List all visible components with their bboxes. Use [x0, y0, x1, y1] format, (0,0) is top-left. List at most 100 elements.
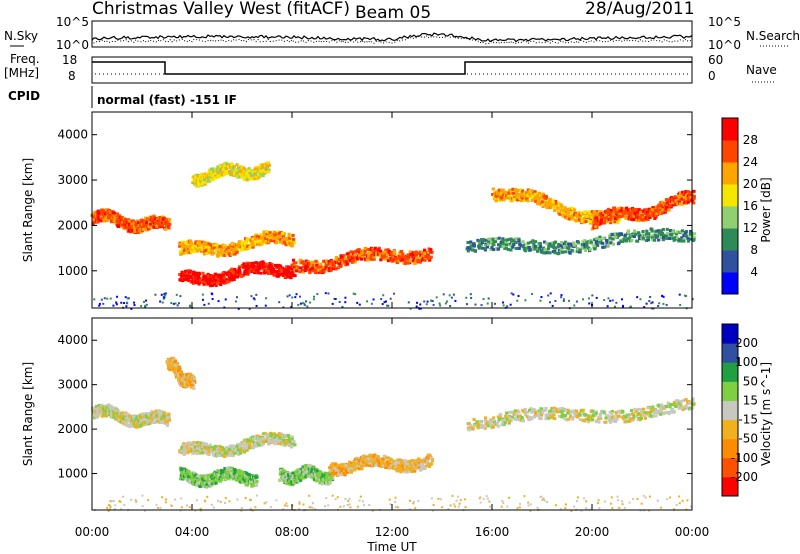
echo-cell	[149, 222, 153, 226]
echo-cell	[332, 265, 336, 269]
echo-cell	[264, 270, 268, 274]
echo-cell	[289, 445, 294, 449]
echo-cell	[95, 405, 99, 409]
echo-cell	[278, 238, 282, 242]
echo-cell	[209, 171, 214, 175]
echo-cell	[242, 446, 246, 450]
echo-cell	[673, 195, 677, 199]
echo-cell	[581, 240, 585, 244]
echo-cell	[289, 276, 293, 280]
echo-cell	[630, 238, 634, 242]
echo-cell	[217, 300, 220, 303]
echo-cell	[160, 215, 165, 219]
echo-cell	[324, 292, 327, 295]
echo-cell	[369, 248, 373, 252]
echo-cell	[583, 239, 587, 243]
echo-cell	[344, 296, 347, 299]
echo-cell	[486, 302, 489, 305]
echo-cell	[626, 231, 630, 235]
echo-cell	[180, 471, 184, 475]
echo-cell	[248, 443, 252, 447]
echo-cell	[102, 218, 106, 222]
echo-cell	[254, 175, 259, 179]
echo-cell	[299, 266, 303, 270]
freq-series	[92, 61, 692, 75]
echo-cell	[543, 204, 547, 208]
echo-cell	[481, 238, 485, 242]
echo-cell	[290, 244, 294, 248]
echo-cell	[93, 215, 97, 219]
echo-cell	[100, 414, 104, 418]
echo-cell	[216, 452, 220, 456]
echo-cell	[178, 449, 182, 453]
echo-cell	[419, 307, 422, 310]
echo-cell	[513, 187, 518, 191]
echo-cell	[305, 267, 309, 271]
echo-cell	[201, 445, 205, 449]
echo-cell	[576, 213, 580, 217]
echo-cell	[100, 403, 104, 407]
echo-cell	[214, 248, 218, 252]
echo-cell	[661, 211, 665, 215]
echo-cell	[191, 480, 196, 484]
echo-cell	[291, 233, 295, 237]
echo-cell	[521, 192, 525, 196]
echo-cell	[207, 178, 211, 182]
nsky-tick-high: 10^5	[56, 15, 89, 29]
echo-cell	[614, 210, 619, 214]
echo-cell	[98, 218, 102, 222]
echo-cell	[209, 280, 213, 284]
echo-cell	[669, 204, 673, 208]
echo-cell	[103, 414, 107, 418]
echo-cell	[237, 242, 241, 246]
echo-cell	[580, 217, 584, 221]
echo-cell	[659, 210, 663, 214]
echo-cell	[435, 296, 438, 299]
echo-cell	[322, 265, 326, 269]
echo-cell	[194, 273, 198, 277]
echo-cell	[269, 434, 273, 438]
echo-cell	[372, 257, 376, 261]
echo-cell	[686, 200, 690, 204]
echo-cell	[637, 218, 642, 222]
echo-cell	[123, 218, 127, 222]
echo-cell	[540, 296, 543, 299]
echo-cell	[465, 303, 468, 306]
echo-cell	[112, 219, 116, 223]
echo-cell	[212, 282, 217, 286]
nave-tick-low: 0	[708, 69, 716, 83]
echo-cell	[645, 302, 648, 305]
echo-cell	[258, 243, 262, 247]
echo-cell	[605, 215, 610, 219]
echo-cell	[511, 187, 515, 191]
echo-cell	[626, 229, 630, 233]
echo-cell	[184, 274, 188, 278]
echo-cell	[232, 275, 236, 279]
echo-cell	[341, 261, 345, 265]
echo-cell	[540, 200, 544, 204]
echo-cell	[267, 168, 271, 172]
echo-cell	[261, 164, 265, 168]
echo-cell	[608, 236, 612, 240]
echo-cell	[672, 238, 676, 242]
echo-cell	[592, 238, 597, 242]
echo-cell	[558, 212, 562, 216]
echo-cell	[628, 210, 632, 214]
echo-cell	[561, 211, 565, 215]
echo-cell	[602, 216, 606, 220]
echo-cell	[298, 259, 302, 263]
echo-cell	[223, 253, 227, 257]
nave-label: Nave	[746, 63, 777, 77]
echo-cell	[188, 479, 192, 483]
echo-cell	[551, 304, 554, 307]
echo-cell	[214, 174, 218, 178]
echo-cell	[559, 241, 564, 245]
echo-cell	[385, 300, 388, 303]
echo-cell	[692, 194, 696, 198]
echo-cell	[180, 247, 184, 251]
echo-cell	[651, 301, 654, 304]
echo-cell	[144, 304, 147, 307]
echo-cell	[157, 222, 161, 226]
echo-cell	[180, 240, 185, 244]
nsky-tick-low: 10^0	[56, 38, 89, 52]
